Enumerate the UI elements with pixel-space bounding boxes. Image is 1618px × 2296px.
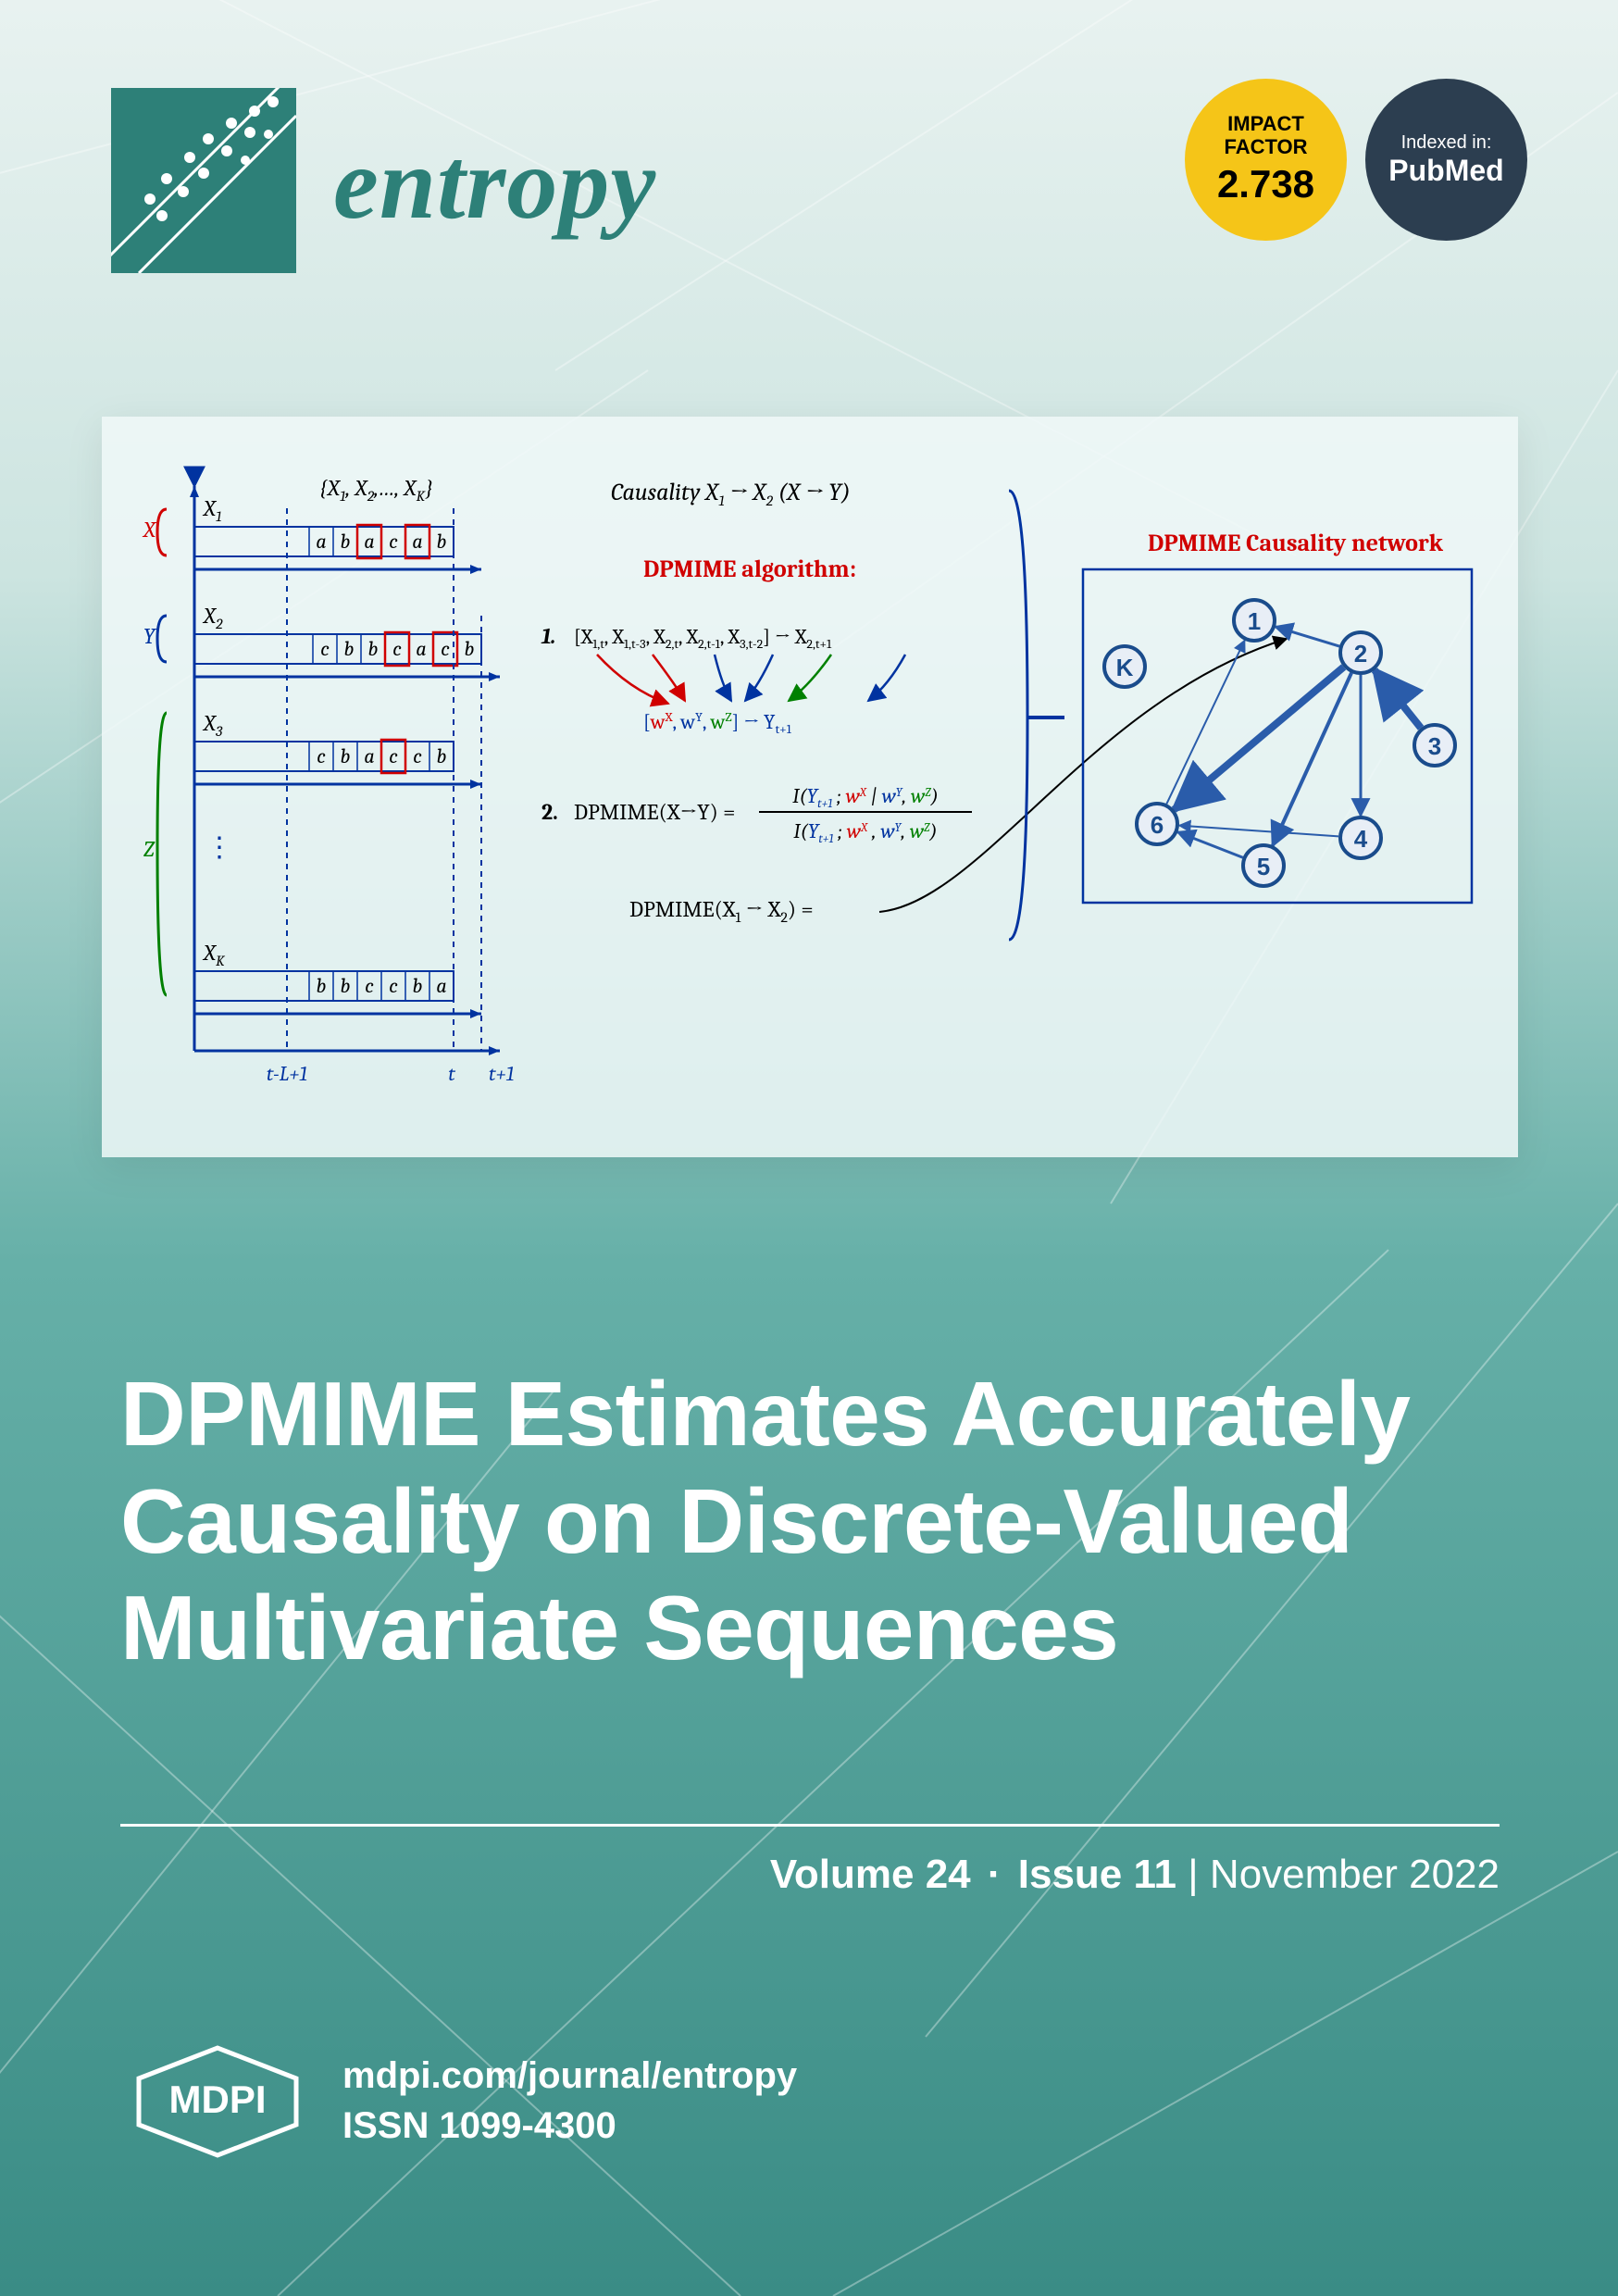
svg-text:b: b: [341, 530, 351, 554]
svg-text:[wX, wY, wZ] → Yt+1: [wX, wY, wZ] → Yt+1: [643, 709, 792, 737]
svg-text:X2: X2: [202, 603, 223, 632]
journal-logo: [111, 88, 296, 273]
svg-text:a: a: [412, 530, 422, 554]
svg-text:I(Yt+1 ; wX | wY, wZ): I(Yt+1 ; wX | wY, wZ): [792, 784, 939, 811]
mdpi-text: MDPI: [169, 2078, 267, 2121]
svg-text:[X1,t, X1,t-3, X2,t, X2,t-1, X: [X1,t, X1,t-3, X2,t, X2,t-1, X3,t-2] → X…: [574, 625, 832, 652]
if-value: 2.738: [1217, 162, 1314, 206]
svg-text:DPMIME(X→Y) =: DPMIME(X→Y) =: [574, 799, 735, 825]
svg-text:DPMIME algorithm:: DPMIME algorithm:: [643, 555, 856, 583]
svg-text:DPMIME Causality network: DPMIME Causality network: [1148, 530, 1444, 557]
svg-text:{X1, X2,…, XK}: {X1, X2,…, XK}: [319, 475, 433, 505]
svg-text:c: c: [389, 530, 398, 554]
svg-text:K: K: [1116, 654, 1134, 681]
svg-text:3: 3: [1428, 732, 1441, 760]
svg-text:X3: X3: [202, 710, 223, 740]
pm-label2: PubMed: [1388, 154, 1503, 188]
svg-text:c: c: [317, 744, 326, 768]
svg-text:t-L+1: t-L+1: [267, 1062, 307, 1086]
journal-name: entropy: [333, 125, 656, 243]
if-label1: IMPACT: [1227, 112, 1304, 135]
svg-text:t: t: [448, 1062, 455, 1086]
svg-text:6: 6: [1151, 811, 1164, 839]
issue: Issue 11: [1018, 1852, 1176, 1897]
svg-text:a: a: [316, 530, 326, 554]
svg-text:I(Yt+1 ; wX , wY, wZ): I(Yt+1 ; wX , wY, wZ): [793, 819, 937, 846]
svg-text:b: b: [368, 637, 379, 661]
svg-text:2.: 2.: [541, 799, 558, 825]
svg-text:b: b: [341, 974, 351, 998]
if-label2: FACTOR: [1224, 135, 1307, 158]
svg-text:1: 1: [1248, 607, 1261, 635]
svg-text:c: c: [441, 637, 450, 661]
figure-svg: X Y Z X1 abacab X2 cbbcacb X3 cbaccb: [130, 454, 1490, 1129]
pubmed-badge: Indexed in: PubMed: [1365, 79, 1527, 241]
svg-text:b: b: [341, 744, 351, 768]
svg-text:b: b: [437, 530, 447, 554]
svg-text:Y: Y: [143, 623, 157, 649]
svg-text:b: b: [344, 637, 355, 661]
svg-text:5: 5: [1257, 853, 1270, 880]
svg-text:4: 4: [1354, 825, 1368, 853]
svg-text:c: c: [320, 637, 330, 661]
article-title: DPMIME Estimates Accurately Causality on…: [120, 1361, 1490, 1682]
pm-label1: Indexed in:: [1401, 132, 1492, 154]
svg-text:a: a: [364, 530, 374, 554]
title-rule: [120, 1824, 1500, 1827]
svg-text:c: c: [365, 974, 374, 998]
svg-text:a: a: [436, 974, 446, 998]
svg-text:⋮: ⋮: [205, 831, 233, 864]
journal-cover: entropy IMPACTFACTOR 2.738 Indexed in: P…: [0, 0, 1618, 2296]
impact-factor-badge: IMPACTFACTOR 2.738: [1185, 79, 1347, 241]
svg-text:b: b: [437, 744, 447, 768]
svg-text:c: c: [413, 744, 422, 768]
footer-url: mdpi.com/journal/entropy: [342, 2051, 797, 2101]
svg-text:a: a: [364, 744, 374, 768]
svg-text:X: X: [142, 517, 157, 543]
svg-text:b: b: [465, 637, 475, 661]
footer-issn: ISSN 1099-4300: [342, 2101, 797, 2151]
svg-text:X1: X1: [202, 495, 221, 525]
separator1: ·: [988, 1852, 1002, 1897]
svg-text:t+1: t+1: [489, 1062, 514, 1086]
volume: Volume 24: [770, 1852, 971, 1897]
svg-text:c: c: [389, 974, 398, 998]
svg-text:2: 2: [1354, 640, 1367, 668]
issue-date: November 2022: [1210, 1852, 1500, 1897]
svg-text:Z: Z: [143, 836, 156, 862]
svg-text:DPMIME(X1 → X2) =: DPMIME(X1 → X2) =: [629, 896, 814, 926]
svg-text:Causality X1 → X2 (X → Y): Causality X1 → X2 (X → Y): [611, 479, 851, 509]
issue-line: Volume 24 · Issue 11 | November 2022: [120, 1852, 1500, 1898]
mdpi-logo: MDPI: [120, 2037, 315, 2166]
svg-text:1.: 1.: [541, 623, 555, 649]
figure-panel: X Y Z X1 abacab X2 cbbcacb X3 cbaccb: [102, 417, 1518, 1157]
svg-text:b: b: [317, 974, 327, 998]
svg-text:a: a: [416, 637, 426, 661]
svg-text:b: b: [413, 974, 423, 998]
footer-text: mdpi.com/journal/entropy ISSN 1099-4300: [342, 2051, 797, 2151]
svg-text:c: c: [389, 744, 398, 768]
svg-text:c: c: [392, 637, 402, 661]
svg-text:XK: XK: [202, 940, 225, 969]
